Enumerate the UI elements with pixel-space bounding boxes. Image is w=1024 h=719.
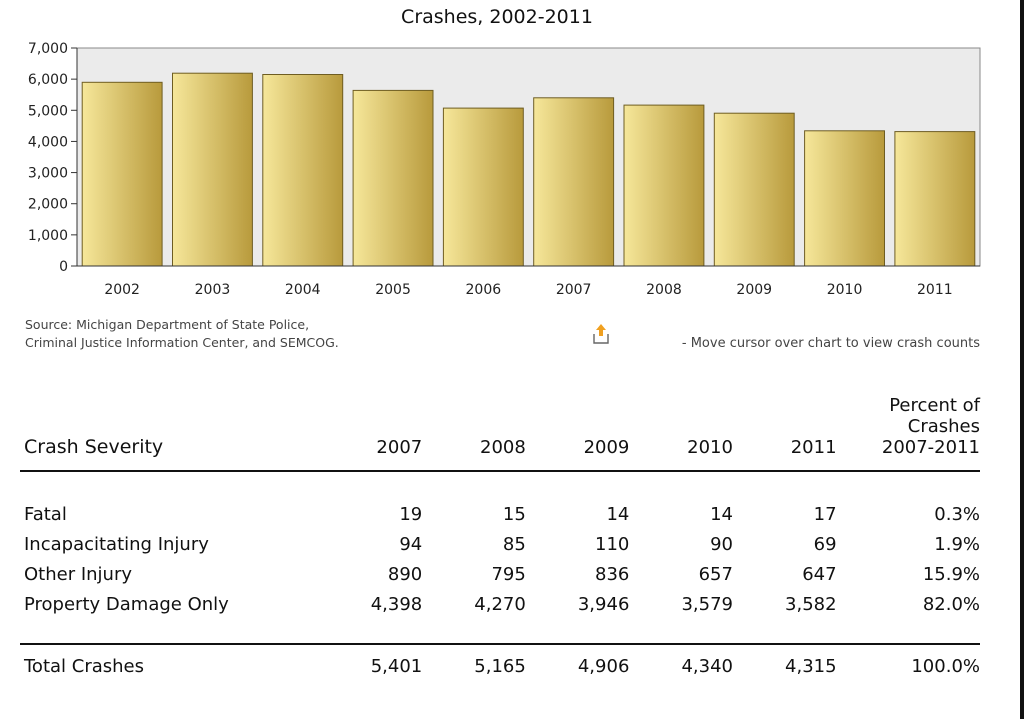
row-value: 3,582 [785, 594, 837, 615]
header-year: 2008 [480, 437, 526, 458]
table-row: Other Injury 890 795 836 657 647 15.9% [20, 560, 980, 590]
row-value: 14 [710, 504, 733, 525]
row-value: 4,398 [370, 594, 423, 615]
row-value: 890 [387, 564, 423, 585]
y-tick-label: 0 [59, 259, 68, 275]
x-tick-label: 2010 [827, 282, 863, 298]
table-row: Property Damage Only 4,398 4,270 3,946 3,579… [20, 590, 980, 620]
total-row: Total Crashes 5,401 5,165 4,906 4,340 4,315 10… [20, 652, 980, 682]
row-value: 14 [606, 504, 630, 525]
crashes-bar-chart[interactable]: 0 1,000 2,000 3,000 4,000 5,000 6,000 7,000 200… [0, 0, 1000, 310]
header-year: 2010 [687, 437, 733, 458]
header-percent-line: Percent of [889, 395, 980, 416]
row-value: 5,165 [474, 656, 526, 677]
x-tick-label: 2011 [917, 282, 953, 298]
bar-2006[interactable] [442, 107, 524, 267]
row-value: 110 [595, 534, 630, 555]
row-value: 17 [813, 504, 837, 525]
y-tick-label: 1,000 [28, 228, 68, 244]
y-tick-label: 6,000 [28, 72, 68, 88]
x-tick-label: 2009 [736, 282, 772, 298]
row-percent: 1.9% [934, 534, 980, 555]
row-label: Incapacitating Injury [24, 534, 209, 555]
row-value: 836 [595, 564, 630, 585]
row-percent: 0.3% [934, 504, 980, 525]
bar-2005[interactable] [352, 89, 434, 267]
row-percent: 82.0% [922, 594, 980, 615]
row-value: 657 [698, 564, 733, 585]
row-value: 4,270 [474, 594, 526, 615]
row-percent: 15.9% [922, 564, 980, 585]
chart-title: Crashes, 2002-2011 [401, 6, 593, 28]
y-tick-label: 3,000 [28, 166, 68, 182]
bar-2010[interactable] [804, 130, 885, 267]
row-value: 4,340 [681, 656, 733, 677]
y-tick-label: 5,000 [28, 103, 68, 119]
y-tick-label: 2,000 [28, 197, 68, 213]
x-tick-label: 2004 [285, 282, 321, 298]
row-value: 90 [710, 534, 733, 555]
row-percent: 100.0% [911, 656, 980, 677]
header-crash-severity: Crash Severity [24, 436, 164, 458]
row-value: 647 [802, 564, 837, 585]
table-row: Fatal 19 15 14 14 17 0.3% [20, 500, 980, 530]
bar-2008[interactable] [623, 104, 705, 267]
x-tick-label: 2008 [646, 282, 682, 298]
bar-2009[interactable] [713, 112, 795, 267]
source-note: Source: Michigan Department of State Pol… [25, 316, 339, 352]
crash-severity-table: Crash Severity 2007 2008 2009 2010 2011 … [20, 395, 980, 682]
row-label: Fatal [24, 504, 67, 525]
y-tick-label: 4,000 [28, 134, 68, 150]
row-value: 94 [399, 534, 423, 555]
header-year: 2007 [376, 437, 423, 458]
header-year: 2009 [583, 437, 630, 458]
hover-hint: - Move cursor over chart to view crash c… [681, 336, 980, 351]
bar-2011[interactable] [894, 131, 976, 267]
table-row: Incapacitating Injury 94 85 110 90 69 1.9% [20, 530, 980, 560]
y-tick-label: 7,000 [28, 41, 68, 57]
header-percent-line: Crashes [907, 416, 980, 437]
upload-arrow-icon [593, 324, 609, 344]
row-value: 85 [502, 534, 526, 555]
x-tick-label: 2005 [375, 282, 411, 298]
bar-2004[interactable] [262, 74, 344, 267]
x-tick-label: 2003 [195, 282, 231, 298]
source-line-1: Source: Michigan Department of State Pol… [25, 317, 310, 332]
row-value: 69 [813, 534, 837, 555]
row-label: Property Damage Only [24, 594, 229, 615]
row-value: 795 [491, 564, 526, 585]
row-value: 3,946 [577, 594, 630, 615]
header-year: 2011 [790, 437, 837, 458]
window-edge [1020, 0, 1024, 719]
bar-2003[interactable] [172, 72, 253, 267]
x-tick-label: 2007 [556, 282, 592, 298]
bar-2002[interactable] [81, 81, 163, 267]
row-value: 4,315 [785, 656, 837, 677]
row-value: 4,906 [577, 656, 630, 677]
source-line-2: Criminal Justice Information Center, and… [25, 335, 339, 350]
row-value: 15 [502, 504, 526, 525]
row-value: 5,401 [370, 656, 423, 677]
bar-2007[interactable] [533, 97, 615, 267]
row-label: Total Crashes [24, 656, 144, 677]
x-tick-label: 2006 [466, 282, 502, 298]
header-percent-line: 2007-2011 [881, 437, 980, 458]
row-value: 3,579 [681, 594, 733, 615]
x-tick-label: 2002 [104, 282, 140, 298]
row-label: Other Injury [24, 564, 133, 585]
table-header-row: Crash Severity 2007 2008 2009 2010 2011 … [20, 395, 980, 471]
row-value: 19 [399, 504, 423, 525]
header-percent: Percent of Crashes 2007-2011 [837, 395, 980, 471]
